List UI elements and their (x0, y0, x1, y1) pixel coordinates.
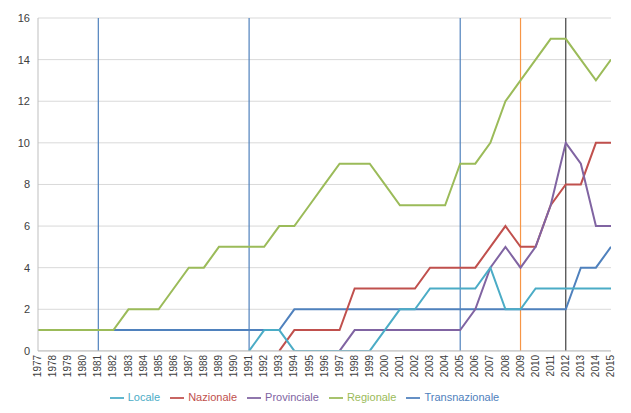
svg-text:1978: 1978 (47, 354, 58, 377)
svg-text:1996: 1996 (319, 354, 330, 377)
svg-text:1993: 1993 (273, 354, 284, 377)
html-text:Provinciale: Provinciale (265, 390, 319, 403)
svg-text:1988: 1988 (198, 354, 209, 377)
svg-text:2010: 2010 (530, 354, 541, 377)
svg-text:2014: 2014 (590, 354, 601, 377)
svg-text:14: 14 (18, 54, 30, 66)
svg-text:2005: 2005 (454, 354, 465, 377)
svg-text:6: 6 (24, 220, 30, 232)
svg-text:2006: 2006 (469, 354, 480, 377)
html-text:Transnazionale: Transnazionale (424, 390, 500, 403)
svg-text:0: 0 (24, 345, 30, 357)
svg-text:2001: 2001 (394, 354, 405, 377)
svg-text:2004: 2004 (439, 354, 450, 377)
svg-text:2008: 2008 (500, 354, 511, 377)
svg-text:10: 10 (18, 137, 30, 149)
svg-text:2003: 2003 (424, 354, 435, 377)
svg-text:1999: 1999 (364, 354, 375, 377)
svg-text:16: 16 (18, 12, 30, 24)
svg-text:1979: 1979 (62, 354, 73, 377)
svg-text:1981: 1981 (92, 354, 103, 377)
html-text:Locale: Locale (127, 390, 161, 403)
svg-text:2002: 2002 (409, 354, 420, 377)
svg-text:2015: 2015 (605, 354, 616, 377)
svg-text:2000: 2000 (379, 354, 390, 377)
svg-text:2009: 2009 (515, 354, 526, 377)
html-text:Nazionale: Nazionale (188, 390, 238, 403)
svg-text:1998: 1998 (349, 354, 360, 377)
svg-text:12: 12 (18, 95, 30, 107)
svg-text:8: 8 (24, 178, 30, 190)
svg-text:1985: 1985 (153, 354, 164, 377)
svg-text:1982: 1982 (107, 354, 118, 377)
svg-text:1990: 1990 (228, 354, 239, 377)
svg-text:2011: 2011 (545, 354, 556, 376)
svg-text:1984: 1984 (138, 354, 149, 377)
svg-text:1983: 1983 (123, 354, 134, 377)
svg-text:1980: 1980 (77, 354, 88, 377)
svg-text:1987: 1987 (183, 354, 194, 377)
svg-text:1986: 1986 (168, 354, 179, 377)
svg-text:1992: 1992 (258, 354, 269, 377)
svg-text:1977: 1977 (32, 354, 43, 377)
svg-text:1994: 1994 (288, 354, 299, 377)
svg-text:1989: 1989 (213, 354, 224, 377)
svg-text:2007: 2007 (484, 354, 495, 377)
svg-text:2: 2 (24, 303, 30, 315)
svg-text:2013: 2013 (575, 354, 586, 377)
svg-text:1995: 1995 (304, 354, 315, 377)
html-text:Regionale: Regionale (346, 390, 397, 403)
svg-text:1997: 1997 (334, 354, 345, 377)
svg-text:4: 4 (24, 262, 30, 274)
svg-text:2012: 2012 (560, 354, 571, 377)
svg-text:1991: 1991 (243, 354, 254, 377)
